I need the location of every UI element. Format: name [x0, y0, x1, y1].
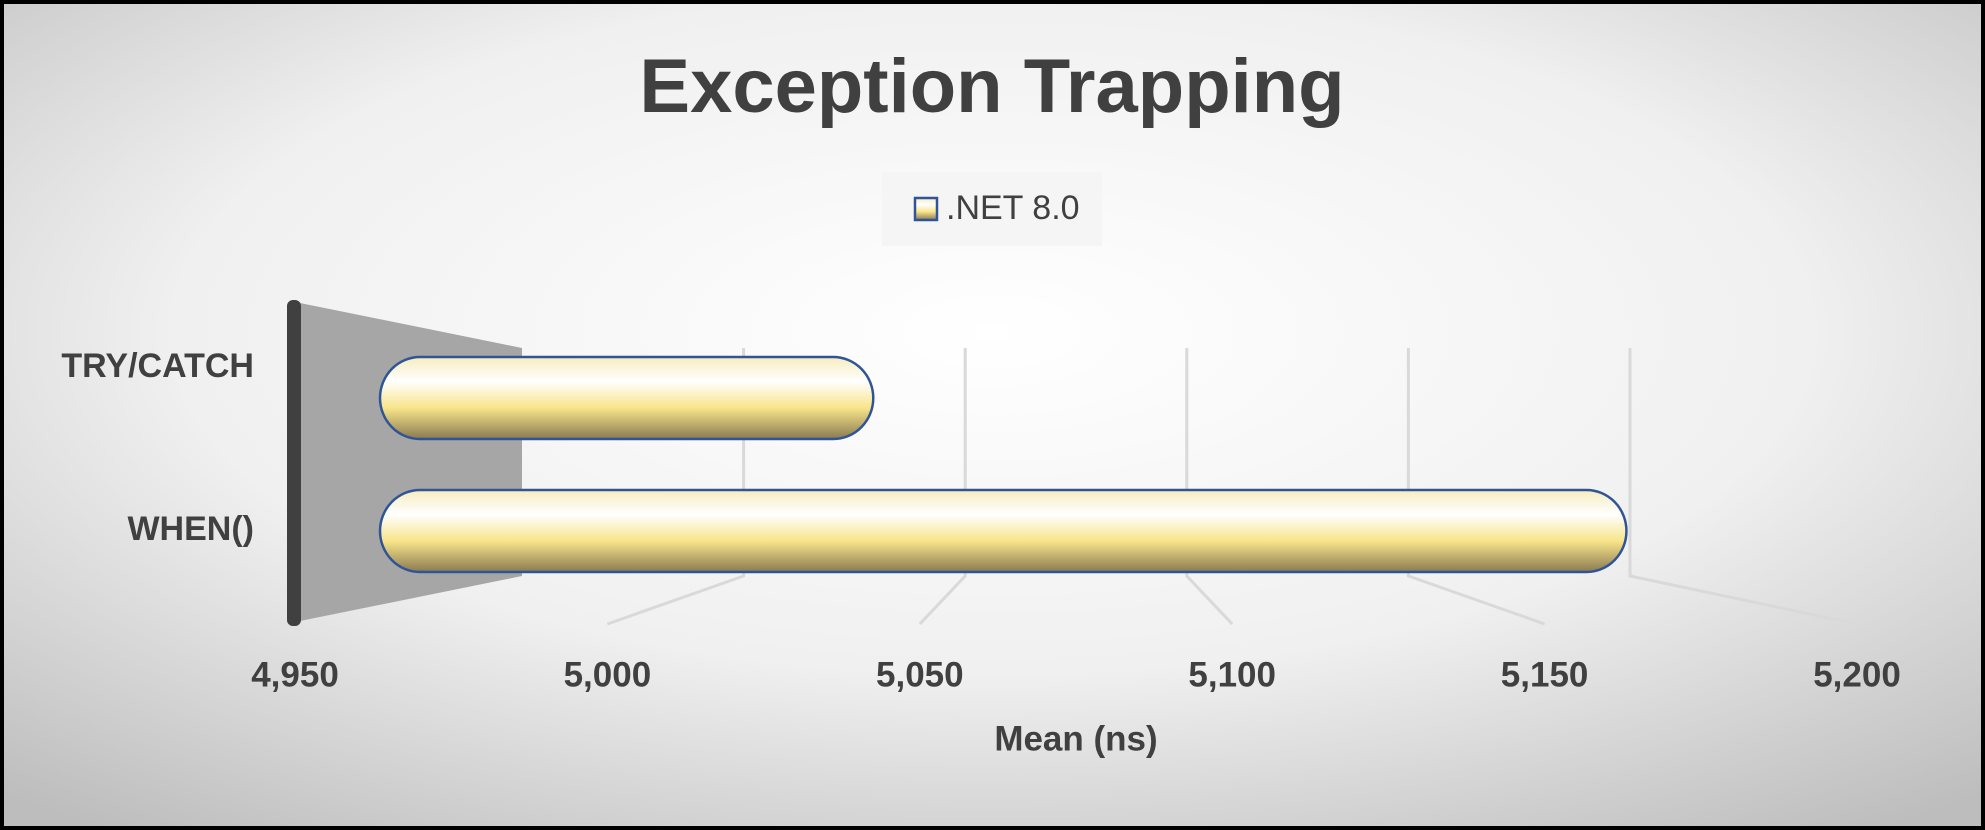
bar — [378, 355, 875, 441]
x-tick-label: 5,000 — [564, 655, 652, 694]
x-tick-label: 5,050 — [876, 655, 964, 694]
bar — [378, 488, 1628, 574]
x-tick-label: 4,950 — [251, 655, 339, 694]
axis-wall-edge — [287, 300, 301, 626]
y-tick-label: WHEN() — [127, 510, 254, 548]
x-tick-label: 5,100 — [1188, 655, 1276, 694]
grid-line — [1406, 348, 1546, 626]
legend-label: .NET 8.0 — [946, 189, 1080, 227]
x-tick-label: 5,150 — [1501, 655, 1589, 694]
grid-line — [1628, 348, 1858, 626]
chart-title: Exception Trapping — [639, 44, 1344, 129]
x-axis-title: Mean (ns) — [994, 719, 1157, 758]
x-tick-label: 5,200 — [1813, 655, 1901, 694]
y-tick-label: TRY/CATCH — [61, 347, 254, 385]
grid-line — [1185, 348, 1234, 626]
left-wall — [295, 302, 522, 622]
grid-line — [918, 348, 967, 626]
legend-swatch — [913, 196, 939, 222]
